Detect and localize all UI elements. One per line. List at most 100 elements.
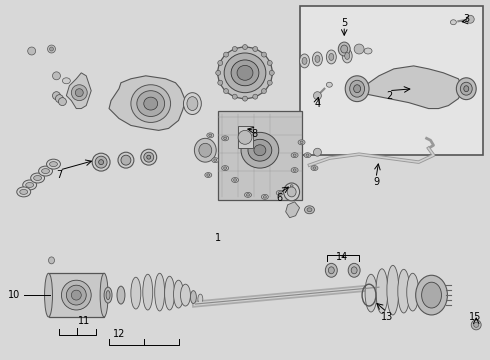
Circle shape bbox=[48, 45, 55, 53]
Ellipse shape bbox=[75, 89, 83, 96]
Ellipse shape bbox=[315, 55, 320, 62]
Ellipse shape bbox=[278, 192, 281, 194]
Ellipse shape bbox=[25, 183, 34, 188]
Ellipse shape bbox=[31, 173, 45, 183]
Circle shape bbox=[238, 130, 252, 144]
Ellipse shape bbox=[263, 195, 267, 198]
Polygon shape bbox=[109, 76, 185, 130]
Text: 5: 5 bbox=[341, 18, 347, 28]
Ellipse shape bbox=[326, 82, 332, 87]
Ellipse shape bbox=[237, 66, 253, 80]
Bar bbox=[299, 6, 483, 155]
Ellipse shape bbox=[307, 208, 312, 212]
Text: 1: 1 bbox=[215, 233, 221, 243]
Ellipse shape bbox=[464, 86, 469, 92]
Circle shape bbox=[232, 94, 237, 99]
Ellipse shape bbox=[121, 155, 131, 165]
Circle shape bbox=[243, 45, 247, 50]
Text: 8: 8 bbox=[252, 129, 258, 139]
Circle shape bbox=[471, 320, 481, 330]
Ellipse shape bbox=[387, 265, 399, 315]
Circle shape bbox=[216, 70, 220, 75]
Ellipse shape bbox=[118, 152, 134, 168]
Ellipse shape bbox=[364, 48, 372, 54]
Ellipse shape bbox=[92, 153, 110, 171]
Ellipse shape bbox=[460, 82, 472, 95]
Circle shape bbox=[243, 96, 247, 101]
Circle shape bbox=[314, 148, 321, 156]
Ellipse shape bbox=[299, 54, 310, 68]
Ellipse shape bbox=[137, 91, 165, 117]
Ellipse shape bbox=[450, 20, 456, 25]
Text: 15: 15 bbox=[469, 312, 481, 322]
Ellipse shape bbox=[341, 45, 348, 53]
Ellipse shape bbox=[191, 291, 196, 303]
Text: 14: 14 bbox=[336, 252, 348, 262]
Ellipse shape bbox=[221, 136, 229, 141]
Ellipse shape bbox=[306, 154, 309, 157]
Ellipse shape bbox=[298, 140, 305, 145]
Ellipse shape bbox=[328, 267, 334, 274]
Ellipse shape bbox=[288, 184, 295, 188]
Ellipse shape bbox=[291, 168, 298, 172]
Ellipse shape bbox=[248, 139, 272, 161]
Ellipse shape bbox=[106, 291, 110, 300]
Ellipse shape bbox=[345, 53, 350, 59]
Ellipse shape bbox=[221, 166, 229, 171]
Ellipse shape bbox=[241, 132, 279, 168]
Ellipse shape bbox=[302, 58, 307, 64]
Text: 13: 13 bbox=[381, 312, 393, 322]
Ellipse shape bbox=[187, 96, 198, 111]
Ellipse shape bbox=[207, 133, 214, 138]
Ellipse shape bbox=[180, 284, 191, 306]
Ellipse shape bbox=[131, 85, 171, 122]
Text: 12: 12 bbox=[113, 329, 125, 339]
Circle shape bbox=[28, 47, 36, 55]
Circle shape bbox=[466, 15, 474, 23]
Ellipse shape bbox=[39, 166, 52, 176]
Ellipse shape bbox=[421, 282, 441, 308]
Ellipse shape bbox=[276, 190, 283, 195]
Ellipse shape bbox=[47, 159, 60, 169]
Ellipse shape bbox=[293, 154, 296, 157]
Ellipse shape bbox=[49, 257, 54, 264]
Circle shape bbox=[49, 47, 53, 51]
Circle shape bbox=[262, 89, 267, 94]
Ellipse shape bbox=[218, 47, 272, 99]
Ellipse shape bbox=[144, 152, 154, 162]
Ellipse shape bbox=[66, 285, 86, 305]
Bar bbox=[7, 6, 436, 235]
Ellipse shape bbox=[223, 167, 227, 169]
Circle shape bbox=[314, 92, 321, 100]
Ellipse shape bbox=[326, 50, 336, 64]
Ellipse shape bbox=[345, 76, 369, 102]
Text: 9: 9 bbox=[373, 177, 379, 187]
Ellipse shape bbox=[246, 194, 249, 196]
Ellipse shape bbox=[45, 273, 52, 317]
Ellipse shape bbox=[305, 206, 315, 214]
Ellipse shape bbox=[329, 54, 334, 60]
Ellipse shape bbox=[300, 141, 303, 144]
Ellipse shape bbox=[232, 177, 239, 183]
Ellipse shape bbox=[231, 60, 259, 86]
Ellipse shape bbox=[199, 143, 212, 157]
Circle shape bbox=[262, 52, 267, 57]
Ellipse shape bbox=[72, 85, 87, 100]
Bar bbox=[218, 111, 301, 200]
Ellipse shape bbox=[342, 49, 352, 63]
Circle shape bbox=[58, 98, 66, 105]
Ellipse shape bbox=[354, 85, 361, 93]
Circle shape bbox=[474, 323, 479, 327]
Ellipse shape bbox=[254, 145, 266, 156]
Ellipse shape bbox=[325, 264, 337, 277]
Ellipse shape bbox=[205, 172, 212, 177]
Text: 7: 7 bbox=[56, 170, 63, 180]
Text: 6: 6 bbox=[277, 193, 283, 203]
Ellipse shape bbox=[34, 176, 42, 180]
Ellipse shape bbox=[376, 269, 388, 314]
Text: 4: 4 bbox=[315, 99, 320, 109]
Ellipse shape bbox=[104, 287, 112, 303]
Circle shape bbox=[267, 80, 272, 85]
Circle shape bbox=[52, 92, 60, 100]
Polygon shape bbox=[66, 73, 91, 109]
